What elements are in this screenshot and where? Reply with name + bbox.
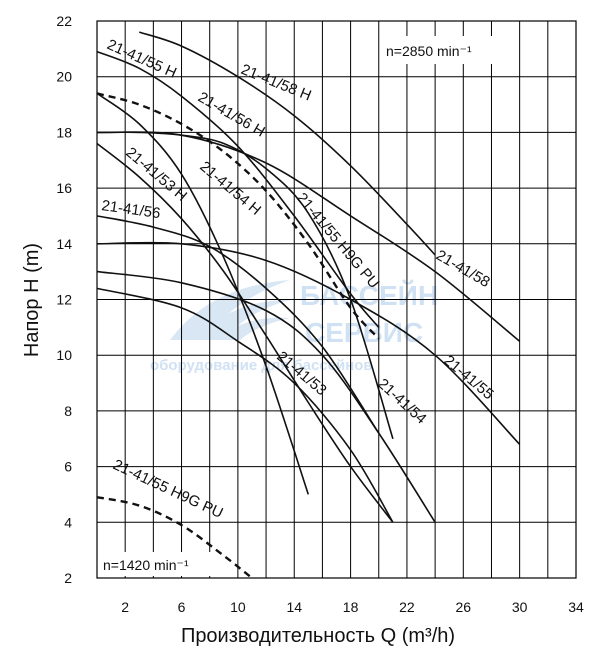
x-tick-label: 26 — [456, 599, 472, 615]
x-tick-label: 22 — [399, 599, 415, 615]
y-tick-label: 14 — [56, 236, 72, 252]
curve-21-41-58 — [96, 131, 521, 342]
speed-annotations: n=2850 min⁻¹ n=1420 min⁻¹ — [99, 36, 498, 576]
curve-21-41-53-h — [96, 92, 310, 495]
curves — [96, 31, 521, 579]
y-tick-label: 4 — [64, 514, 72, 530]
y-tick-label: 6 — [64, 459, 72, 475]
x-tick-label: 14 — [286, 599, 302, 615]
x-tick-label: 30 — [512, 599, 528, 615]
speed-box-1420 — [99, 552, 217, 576]
curve-21-41-55-h9g-pu — [96, 92, 380, 340]
label-41-55-h9g-pu-1420: 21-41/55 H9G PU — [110, 456, 225, 522]
curve-21-41-55 — [96, 241, 521, 445]
curve-21-41-54 — [96, 270, 436, 523]
curve-21-41-54-h — [96, 142, 394, 523]
curve-21-41-56 — [96, 215, 380, 434]
label-41-53-h: 21-41/53 H — [122, 144, 190, 205]
x-tick-label: 6 — [178, 599, 186, 615]
y-tick-label: 12 — [56, 292, 72, 308]
speed-note-1420: n=1420 min⁻¹ — [103, 557, 189, 573]
speed-note-2850: n=2850 min⁻¹ — [386, 43, 472, 59]
speed-box-2850 — [380, 36, 498, 64]
x-tick-label: 34 — [568, 599, 584, 615]
y-tick-label: 8 — [64, 403, 72, 419]
x-axis-title: Производительность Q (m³/h) — [181, 625, 455, 647]
curve-21-41-58-h — [139, 31, 436, 256]
label-41-58-h: 21-41/58 H — [239, 61, 314, 105]
y-tick-label: 2 — [64, 570, 72, 586]
y-tick-label: 18 — [56, 124, 72, 140]
y-axis-title: Напор H (m) — [21, 243, 43, 357]
y-tick-label: 22 — [56, 13, 72, 29]
y-tick-label: 20 — [56, 69, 72, 85]
curve-21-41-55-h9g-pu-n-1420 — [96, 496, 253, 579]
y-tick-label: 16 — [56, 180, 72, 196]
x-tick-label: 10 — [230, 599, 246, 615]
x-tick-label: 2 — [121, 599, 129, 615]
curve-21-41-55-h — [96, 50, 380, 328]
watermark-line-3: оборудование для бассейнов — [150, 357, 373, 374]
label-41-55: 21-41/55 — [440, 352, 496, 403]
y-tick-label: 10 — [56, 347, 72, 363]
x-tick-label: 18 — [343, 599, 359, 615]
curve-21-41-53 — [96, 287, 394, 523]
